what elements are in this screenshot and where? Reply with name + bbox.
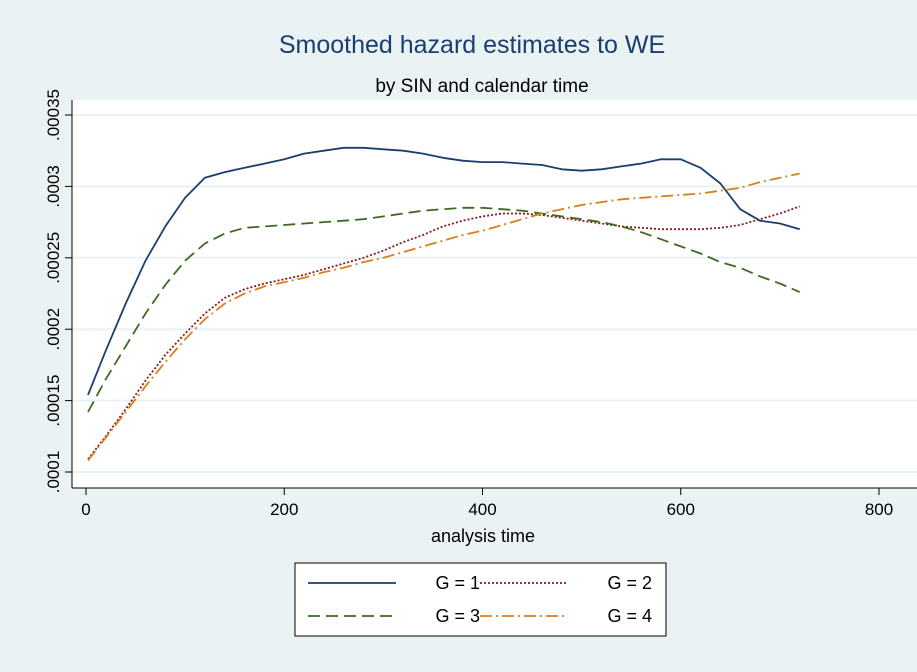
y-tick-label: .00015 [44,375,63,427]
x-tick-label: 400 [468,500,496,519]
legend-label-g2: G = 2 [607,573,652,593]
series-line-g3 [87,206,801,413]
chart-subtitle: by SIN and calendar time [375,76,588,97]
legend-label-g3: G = 3 [435,606,480,626]
y-tick-label: .0003 [44,165,63,208]
gridlines [72,114,917,473]
legend-label-g4: G = 4 [607,606,652,626]
plot-area [72,100,917,488]
y-tick-label: .00025 [44,232,63,284]
legend: G = 1 G = 2 G = 3 G = 4 [294,562,667,637]
series-line-g1 [87,146,800,396]
y-tick-label: .0001 [44,451,63,494]
series-lines [87,146,801,462]
y-tick-label: .00035 [44,89,63,141]
x-tick-label: 0 [81,500,90,519]
x-tick-label: 600 [667,500,695,519]
y-tick-label: .0002 [44,308,63,351]
x-tick-label: 800 [865,500,893,519]
series-line-g4 [87,172,800,462]
legend-label-g1: G = 1 [435,573,480,593]
x-axis-title: analysis time [431,526,535,546]
legend-box [294,562,667,637]
axes: .0001 .00015 .0002 .00025 .0003 .00035 0 200 400… [44,89,917,519]
x-tick-label: 200 [270,500,298,519]
chart-title: Smoothed hazard estimates to WE [279,31,665,59]
